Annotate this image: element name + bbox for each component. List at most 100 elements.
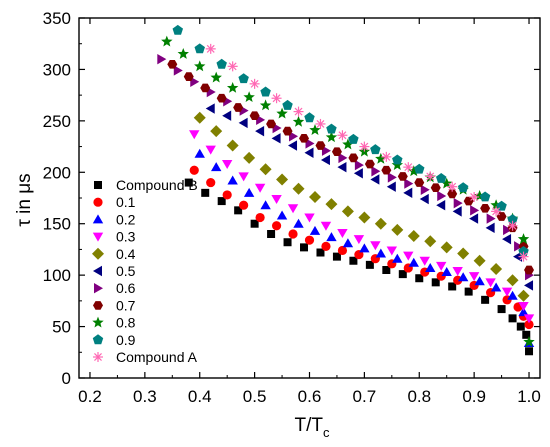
data-point [194,148,205,158]
asterisk-stroke [228,62,237,71]
data-point [234,206,243,215]
data-point [457,182,469,193]
data-point [332,252,341,261]
x-tick-label: 0.8 [407,387,431,406]
data-point [193,111,206,124]
data-point [419,193,429,205]
data-point [172,24,184,35]
y-tick-label: 150 [43,215,71,234]
asterisk-stroke [94,353,102,361]
x-tick-label: 1.0 [517,387,541,406]
data-point [507,220,518,231]
data-point [353,168,363,179]
data-point [457,247,470,260]
data-point [276,107,288,119]
data-points [157,24,535,356]
data-point [502,233,512,245]
data-point [304,213,315,223]
data-point [490,262,503,275]
asterisk-stroke [519,252,528,261]
legend-item: 0.7 [93,297,136,313]
data-point [254,183,266,193]
data-point [435,172,447,183]
legend-marker [92,316,104,328]
data-point [194,43,205,54]
legend-item: 0.3 [92,229,136,245]
y-axis-title: τ in μs [14,173,35,226]
data-point [420,184,430,195]
x-tick-label: 0.3 [133,387,157,406]
data-point [292,182,305,195]
data-point [457,272,469,282]
data-point [320,221,332,231]
data-point [523,336,535,347]
data-point [222,110,232,121]
legend-item: Compound A [93,349,198,365]
data-point [391,223,404,236]
legend-item: 0.9 [92,332,136,348]
data-point [201,188,210,197]
data-point [415,274,424,283]
data-point [507,290,518,300]
data-point [183,72,194,81]
data-point [216,93,227,103]
x-tick-label: 0.2 [78,387,102,406]
series-7 [167,59,535,275]
data-point [370,241,381,251]
data-point [292,115,305,127]
data-point [485,222,495,234]
asterisk-stroke [508,221,517,230]
legend-label: 0.6 [116,280,136,296]
legend-label: 0.2 [116,211,136,227]
data-point [522,330,531,339]
data-point [386,246,398,256]
data-point [276,173,289,186]
data-point [267,230,276,238]
data-point [407,230,420,243]
asterisk-stroke [316,119,325,128]
data-point [382,266,391,274]
data-point [374,217,387,230]
data-point [288,229,298,239]
y-tick-label: 50 [52,318,71,337]
data-point [425,262,436,272]
data-point [453,197,463,209]
data-point [255,212,265,223]
data-point [167,59,178,69]
data-point [398,270,407,279]
data-point [375,152,387,164]
legend-item: Compound B [94,177,198,193]
data-point [469,213,479,224]
data-point [293,218,304,228]
data-point [233,103,244,112]
series-0 [184,178,534,356]
data-point [463,196,474,206]
data-point [481,295,490,304]
data-point [325,198,338,211]
data-point [271,93,282,104]
asterisk-stroke [404,163,413,172]
legend-marker [93,265,102,277]
data-point [315,141,326,150]
series-3 [189,130,535,324]
data-point [287,204,299,214]
data-point [321,241,331,251]
data-point [430,183,441,193]
data-point [283,238,292,247]
legend-label: 0.7 [116,297,136,313]
data-point [293,106,304,117]
data-point [470,205,480,216]
data-point [479,191,491,202]
data-point [276,210,288,220]
data-point [337,245,348,256]
data-point [227,61,238,72]
data-point [227,175,238,185]
data-point [255,125,265,137]
data-point [425,171,436,182]
asterisk-stroke [382,152,391,161]
data-point [250,219,259,228]
data-point [469,191,480,202]
data-point [249,78,260,89]
legend-marker [92,247,104,260]
data-point [260,200,271,210]
